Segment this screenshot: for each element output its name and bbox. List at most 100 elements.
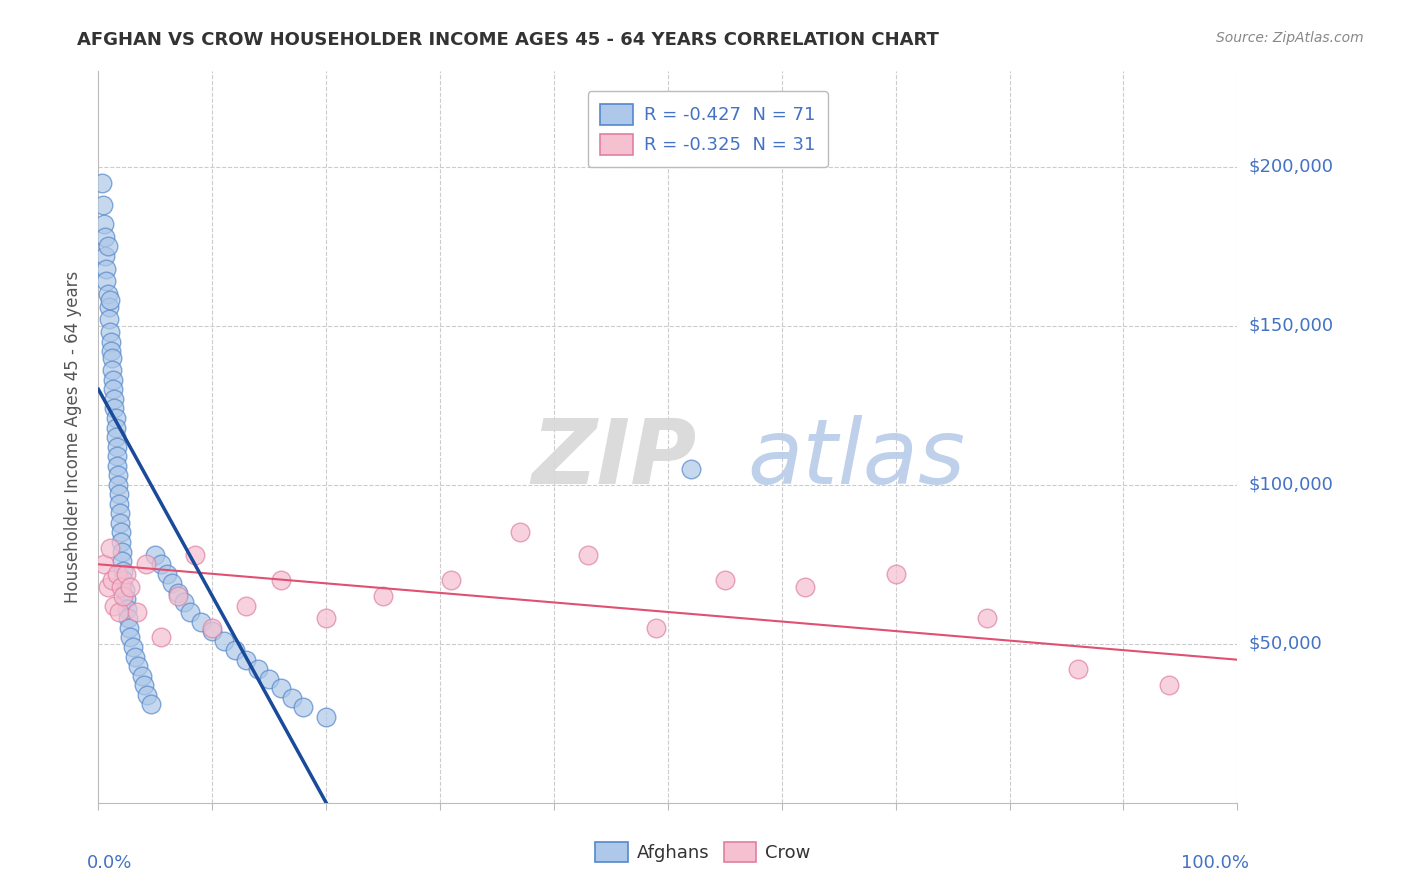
Point xyxy=(107,477,129,491)
Point xyxy=(235,599,257,613)
Text: $100,000: $100,000 xyxy=(1249,475,1333,494)
Point xyxy=(509,525,531,540)
Point xyxy=(97,300,120,314)
Point xyxy=(108,497,131,511)
Point xyxy=(111,554,134,568)
Point xyxy=(96,580,118,594)
Point xyxy=(112,589,135,603)
Point xyxy=(115,602,138,616)
Point xyxy=(100,344,122,359)
Point xyxy=(201,624,224,638)
Point xyxy=(108,507,131,521)
Point xyxy=(93,558,115,572)
Point xyxy=(270,681,292,696)
Point xyxy=(101,573,124,587)
Legend: Afghans, Crow: Afghans, Crow xyxy=(588,834,818,870)
Point xyxy=(96,239,118,253)
Point xyxy=(679,462,702,476)
Legend: R = -0.427  N = 71, R = -0.325  N = 31: R = -0.427 N = 71, R = -0.325 N = 31 xyxy=(588,91,828,168)
Point xyxy=(103,383,125,397)
Point xyxy=(104,420,127,434)
Point xyxy=(94,249,117,263)
Point xyxy=(98,541,121,556)
Text: atlas: atlas xyxy=(748,415,966,503)
Point xyxy=(97,312,120,326)
Point xyxy=(976,611,998,625)
Text: AFGHAN VS CROW HOUSEHOLDER INCOME AGES 45 - 64 YEARS CORRELATION CHART: AFGHAN VS CROW HOUSEHOLDER INCOME AGES 4… xyxy=(77,31,939,49)
Point xyxy=(281,690,304,705)
Point xyxy=(714,573,737,587)
Point xyxy=(103,373,125,387)
Point xyxy=(315,611,337,625)
Point xyxy=(110,525,132,540)
Point xyxy=(96,261,118,276)
Point xyxy=(94,229,117,244)
Point xyxy=(1157,678,1180,692)
Point xyxy=(105,566,128,581)
Text: $50,000: $50,000 xyxy=(1249,635,1322,653)
Point xyxy=(93,217,115,231)
Point xyxy=(179,605,201,619)
Point xyxy=(105,458,128,473)
Point xyxy=(105,440,128,454)
Point xyxy=(1067,662,1090,676)
Point xyxy=(108,487,131,501)
Text: 100.0%: 100.0% xyxy=(1181,854,1249,872)
Point xyxy=(103,599,125,613)
Y-axis label: Householder Income Ages 45 - 64 years: Householder Income Ages 45 - 64 years xyxy=(65,271,83,603)
Point xyxy=(292,700,315,714)
Point xyxy=(114,592,136,607)
Point xyxy=(121,640,143,654)
Point xyxy=(103,401,125,416)
Point xyxy=(136,688,159,702)
Point xyxy=(224,643,246,657)
Point xyxy=(167,586,190,600)
Text: Source: ZipAtlas.com: Source: ZipAtlas.com xyxy=(1216,31,1364,45)
Point xyxy=(139,697,162,711)
Point xyxy=(173,595,195,609)
Point xyxy=(150,631,173,645)
Point xyxy=(108,516,131,530)
Point xyxy=(100,334,122,349)
Point xyxy=(884,566,907,581)
Point xyxy=(645,621,668,635)
Point xyxy=(107,468,129,483)
Text: $200,000: $200,000 xyxy=(1249,158,1333,176)
Point xyxy=(111,544,134,558)
Point xyxy=(112,573,135,587)
Point xyxy=(127,659,149,673)
Point xyxy=(212,633,235,648)
Point xyxy=(150,558,173,572)
Point xyxy=(101,363,124,377)
Point xyxy=(91,198,114,212)
Point xyxy=(110,535,132,549)
Point xyxy=(131,668,153,682)
Point xyxy=(110,580,132,594)
Point xyxy=(124,649,146,664)
Point xyxy=(270,573,292,587)
Point xyxy=(104,411,127,425)
Point xyxy=(101,351,124,365)
Point xyxy=(120,580,142,594)
Text: $150,000: $150,000 xyxy=(1249,317,1333,334)
Point xyxy=(576,548,599,562)
Point xyxy=(190,615,212,629)
Point xyxy=(103,392,125,406)
Point xyxy=(117,611,139,625)
Text: 0.0%: 0.0% xyxy=(87,854,132,872)
Point xyxy=(156,566,179,581)
Point xyxy=(201,621,224,635)
Point xyxy=(114,566,136,581)
Point xyxy=(440,573,463,587)
Point xyxy=(259,672,281,686)
Point xyxy=(112,564,135,578)
Point xyxy=(127,605,149,619)
Point xyxy=(793,580,815,594)
Point xyxy=(135,558,157,572)
Point xyxy=(98,293,121,308)
Point xyxy=(315,710,337,724)
Point xyxy=(184,548,207,562)
Point xyxy=(104,430,127,444)
Point xyxy=(162,576,184,591)
Point xyxy=(167,589,190,603)
